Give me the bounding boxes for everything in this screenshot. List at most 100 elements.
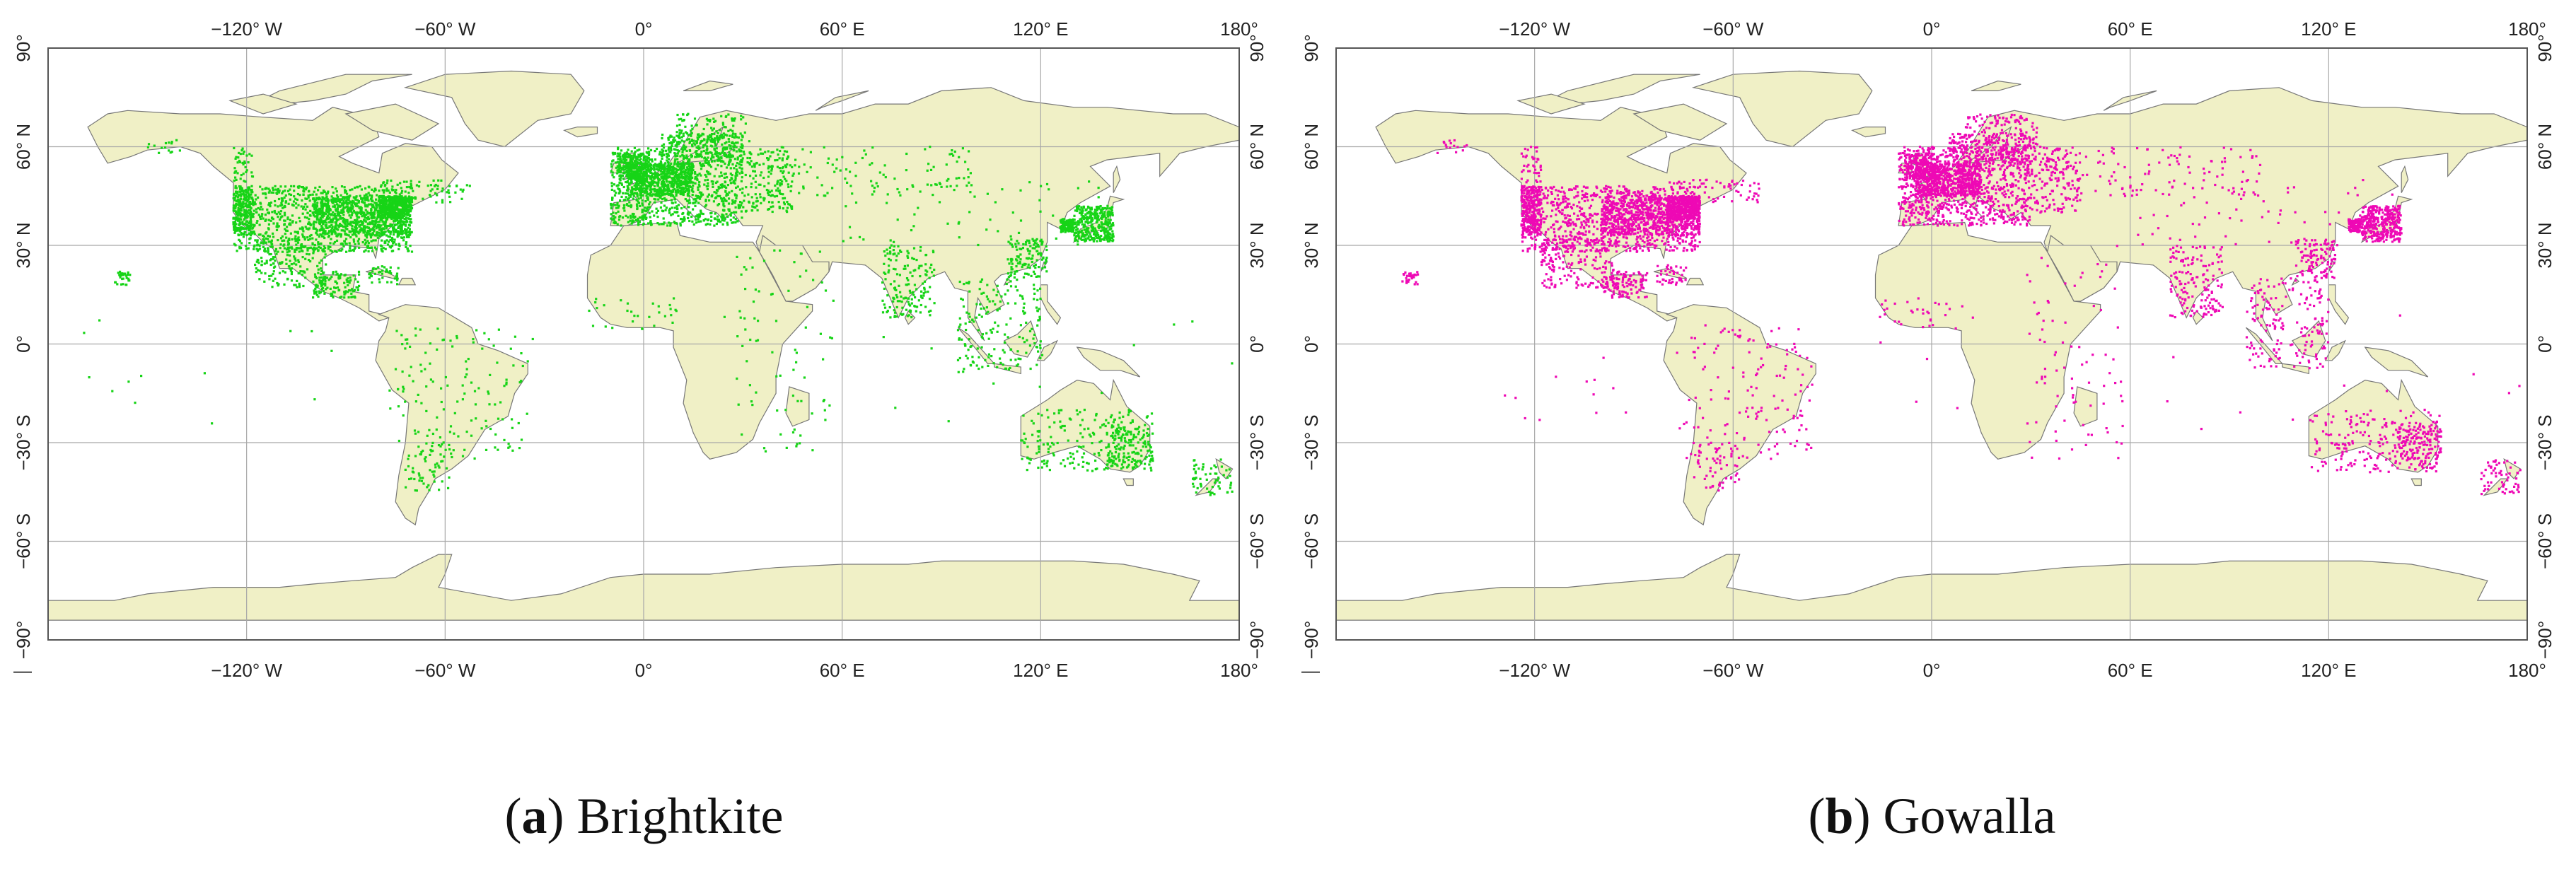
checkin-point	[685, 156, 687, 159]
checkin-point	[389, 223, 392, 226]
checkin-point	[640, 153, 643, 156]
checkin-point	[774, 184, 777, 187]
checkin-point	[775, 194, 779, 197]
checkin-point	[719, 186, 721, 189]
checkin-point	[371, 194, 373, 197]
checkin-point	[698, 146, 701, 149]
checkin-point	[816, 176, 819, 179]
checkin-point	[320, 283, 323, 286]
checkin-point	[649, 193, 652, 197]
checkin-point	[329, 249, 332, 252]
checkin-point	[312, 250, 315, 253]
checkin-point	[728, 161, 731, 163]
checkin-point	[281, 239, 284, 243]
checkin-point	[738, 188, 741, 191]
checkin-point	[236, 196, 239, 199]
checkin-point	[386, 209, 389, 211]
checkin-point	[620, 174, 623, 177]
checkin-point	[337, 218, 340, 221]
checkin-point	[683, 173, 686, 176]
checkin-point	[259, 217, 262, 220]
checkin-point	[398, 247, 400, 250]
checkin-point	[324, 247, 327, 250]
checkin-point	[662, 149, 665, 152]
checkin-point	[671, 202, 673, 204]
checkin-point	[376, 194, 378, 197]
checkin-point	[649, 221, 652, 223]
checkin-point	[637, 200, 639, 203]
checkin-point	[240, 194, 243, 197]
checkin-point	[798, 165, 801, 168]
checkin-point	[728, 209, 731, 213]
checkin-point	[350, 204, 353, 206]
checkin-point	[687, 211, 690, 214]
checkin-point	[361, 199, 364, 202]
checkin-point	[635, 199, 638, 202]
checkin-point	[312, 197, 315, 200]
checkin-point	[617, 146, 620, 149]
checkin-point	[641, 209, 644, 211]
checkin-point	[728, 140, 731, 143]
checkin-point	[786, 206, 789, 209]
checkin-point	[286, 240, 289, 243]
checkin-point	[710, 195, 713, 198]
checkin-point	[632, 192, 634, 195]
checkin-point	[403, 212, 406, 215]
checkin-point	[330, 214, 332, 216]
checkin-point	[348, 202, 351, 205]
checkin-point	[232, 197, 235, 199]
land-sri-lanka	[904, 310, 916, 325]
checkin-point	[669, 222, 672, 225]
checkin-point	[714, 137, 716, 140]
checkin-point	[741, 216, 743, 219]
checkin-point	[616, 202, 619, 204]
checkin-point	[767, 170, 770, 173]
checkin-point	[678, 186, 681, 189]
checkin-point	[706, 123, 709, 126]
checkin-point	[659, 170, 662, 173]
checkin-point	[658, 193, 661, 196]
checkin-point	[281, 192, 284, 194]
checkin-point	[239, 213, 242, 216]
checkin-point	[675, 134, 678, 137]
checkin-point	[308, 235, 311, 238]
checkin-point	[740, 204, 743, 206]
checkin-point	[619, 179, 622, 182]
checkin-point	[407, 211, 410, 214]
checkin-point	[626, 198, 630, 201]
checkin-point	[318, 223, 322, 226]
checkin-point	[374, 267, 378, 270]
checkin-point	[786, 150, 789, 153]
checkin-point	[379, 270, 382, 274]
checkin-point	[378, 198, 381, 201]
checkin-point	[337, 224, 341, 227]
checkin-point	[622, 199, 625, 202]
checkin-point	[308, 199, 311, 202]
checkin-point	[707, 182, 709, 185]
checkin-point	[752, 170, 755, 173]
checkin-point	[376, 211, 379, 214]
checkin-point	[789, 205, 792, 208]
checkin-point	[418, 180, 421, 183]
checkin-point	[754, 206, 757, 209]
checkin-point	[277, 284, 279, 287]
checkin-point	[321, 213, 324, 216]
checkin-point	[271, 211, 274, 214]
checkin-point	[343, 296, 346, 299]
checkin-point	[333, 212, 336, 215]
checkin-point	[407, 192, 410, 194]
checkin-point	[791, 180, 794, 183]
checkin-point	[619, 199, 622, 202]
checkin-point	[286, 254, 289, 257]
checkin-point	[325, 224, 328, 227]
checkin-point	[733, 119, 736, 122]
checkin-point	[244, 197, 247, 200]
checkin-point	[405, 228, 408, 231]
checkin-point	[250, 196, 253, 199]
checkin-point	[356, 202, 359, 205]
checkin-point	[454, 191, 457, 194]
checkin-point	[242, 228, 245, 231]
checkin-point	[629, 159, 632, 162]
checkin-point	[274, 185, 277, 187]
checkin-point	[700, 220, 702, 223]
